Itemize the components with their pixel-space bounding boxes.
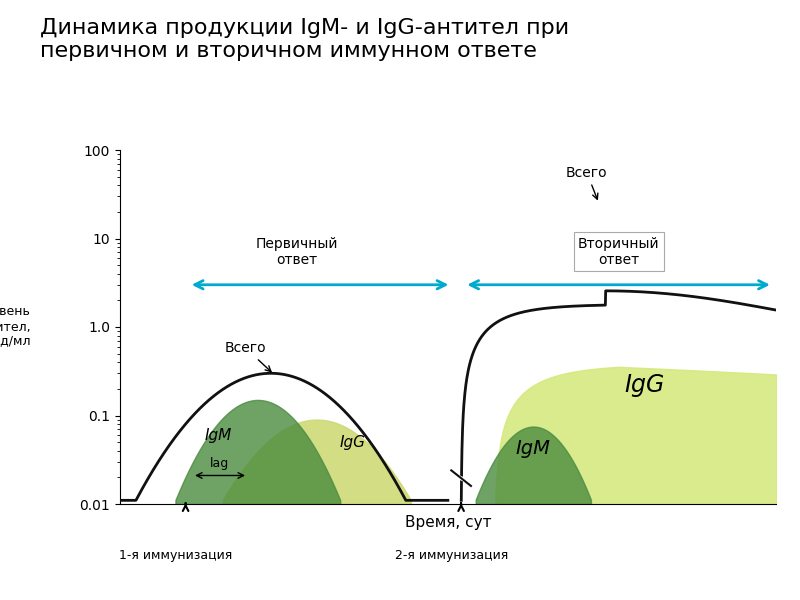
- Y-axis label: Уровень
антител,
усл.ед/мл: Уровень антител, усл.ед/мл: [0, 305, 31, 349]
- Text: IgM: IgM: [205, 428, 232, 443]
- Text: lag: lag: [210, 457, 230, 470]
- Text: Всего: Всего: [225, 341, 271, 371]
- Text: IgG: IgG: [340, 434, 366, 449]
- Text: Первичный
ответ: Первичный ответ: [256, 236, 338, 267]
- Text: IgM: IgM: [516, 439, 550, 458]
- Text: 1-я иммунизация: 1-я иммунизация: [119, 549, 233, 562]
- X-axis label: Время, сут: Время, сут: [405, 515, 491, 530]
- Text: 2-я иммунизация: 2-я иммунизация: [395, 549, 509, 562]
- Text: IgG: IgG: [625, 373, 665, 397]
- Text: Динамика продукции IgM- и IgG-антител при
первичном и вторичном иммунном ответе: Динамика продукции IgM- и IgG-антител пр…: [40, 18, 569, 61]
- Text: Вторичный
ответ: Вторичный ответ: [578, 236, 659, 267]
- Text: Всего: Всего: [566, 166, 608, 199]
